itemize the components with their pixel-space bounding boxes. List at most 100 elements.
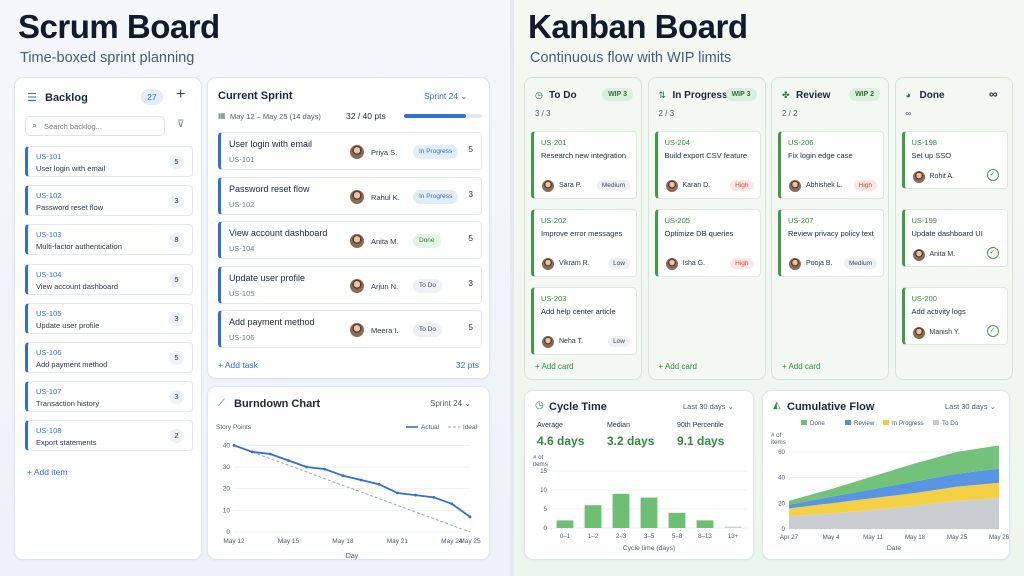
kanban-card[interactable]: US-205 Optimize DB queries Isha G. High	[654, 209, 761, 277]
column-count: 3 / 3	[535, 109, 551, 118]
wip-limit-badge: ∞	[988, 87, 998, 101]
backlog-item[interactable]: US-106 Add payment method 5	[25, 342, 193, 373]
histogram-bar	[584, 505, 602, 528]
data-point	[414, 493, 417, 497]
add-card-link[interactable]: + Add card	[782, 362, 821, 371]
status-badge[interactable]: Done	[413, 234, 441, 248]
kanban-card[interactable]: US-200 Add activity logs Manish Y. ✓	[901, 287, 1008, 345]
add-item-link[interactable]: + Add item	[27, 467, 68, 477]
cumulative-flow-title: Cumulative Flow	[787, 401, 875, 413]
backlog-item-id: US-108	[36, 426, 62, 436]
backlog-item[interactable]: US-101 User login with email 5	[25, 146, 193, 177]
cycle-selector[interactable]: Last 30 days ⌄	[683, 402, 734, 411]
assignee-name: Sara P.	[559, 182, 582, 189]
story-points-badge: 2	[169, 429, 184, 444]
column-count: 2 / 2	[782, 109, 798, 118]
burndown-selector[interactable]: Sprint 24 ⌄	[430, 399, 471, 408]
y-tick-label: 40	[223, 442, 231, 449]
kanban-card[interactable]: US-199 Update dashboard UI Anita M. ✓	[901, 209, 1008, 267]
stat-label: Median	[607, 422, 630, 429]
kanban-column-in-progress: ⇅ In Progress WIP 3 2 / 3 US-204 Build export…	[647, 77, 766, 380]
y-tick-label: 40	[778, 475, 785, 482]
backlog-item[interactable]: US-104 View account dashboard 5	[25, 263, 193, 295]
avatar	[349, 322, 365, 338]
x-tick-label: 5–8	[672, 533, 683, 540]
stat-value: 3.2 days	[607, 434, 655, 448]
sprint-progress-fill	[404, 114, 467, 118]
x-tick-label: May 12	[223, 538, 245, 545]
assignee-name: Priya S.	[371, 148, 398, 157]
kanban-card[interactable]: US-206 Fix login edge case Abhishek L. High	[778, 131, 884, 199]
backlog-search-box[interactable]: ⌕	[25, 116, 165, 136]
data-point	[305, 465, 309, 469]
status-badge[interactable]: To Do	[413, 323, 442, 337]
task-points: 3	[468, 278, 473, 288]
sprint-task[interactable]: View account dashboard US-104 Anita M. Done…	[218, 221, 482, 259]
kanban-card[interactable]: US-198 Set up SSO Rohit A. ✓	[901, 131, 1008, 189]
y-tick-label: 0	[782, 526, 786, 533]
kanban-card[interactable]: US-204 Build export CSV feature Karan D. Hi…	[654, 131, 761, 199]
sprint-panel: Current Sprint Sprint 24 ⌄ ▦ May 12 – Ma…	[207, 77, 490, 379]
status-badge[interactable]: In Progress	[413, 189, 459, 204]
backlog-item[interactable]: US-108 Export statements 2	[25, 420, 193, 452]
sprint-task[interactable]: Update user profile US-105 Arjun N. To Do 3	[218, 265, 482, 304]
backlog-item-id: US-105	[36, 308, 62, 318]
kanban-card[interactable]: US-202 Improve error messages Vikram R. Low	[531, 209, 637, 277]
status-badge[interactable]: To Do	[413, 278, 442, 293]
kanban-card[interactable]: US-207 Review privacy policy text Pooja B.…	[778, 209, 884, 277]
add-task-link[interactable]: + Add task	[218, 360, 258, 370]
y-axis-label: # of items	[533, 455, 548, 468]
y-tick-label: 20	[778, 500, 785, 507]
status-badge[interactable]: In Progress	[413, 145, 459, 159]
sprint-selector[interactable]: Sprint 24 ⌄	[424, 91, 468, 102]
legend-label-actual: Actual	[421, 424, 440, 431]
add-card-link[interactable]: + Add card	[658, 362, 697, 371]
avatar	[541, 335, 555, 349]
backlog-item-title: Transaction history	[36, 399, 100, 409]
task-id: US-101	[229, 155, 255, 164]
avatar	[911, 170, 926, 184]
kanban-card[interactable]: US-201 Research new integration Sara P. Med…	[531, 131, 637, 199]
backlog-item-title: User login with email	[36, 164, 106, 173]
filter-icon[interactable]: ⊽	[177, 119, 185, 130]
x-tick-label: May 11	[863, 534, 883, 541]
priority-badge: High	[730, 180, 754, 191]
legend-label: Review	[854, 420, 875, 427]
sprint-task[interactable]: Add payment method US-106 Meera I. To Do 5	[218, 310, 482, 348]
backlog-count-badge: 27	[141, 89, 163, 105]
backlog-item[interactable]: US-105 Update user profile 3	[25, 302, 193, 334]
x-tick-label: May 21	[387, 538, 409, 545]
backlog-search-input[interactable]	[44, 120, 160, 133]
add-icon[interactable]: +	[176, 86, 186, 103]
card-id: US-199	[911, 216, 937, 225]
avatar	[541, 257, 555, 271]
card-id: US-205	[664, 216, 690, 225]
sprint-task[interactable]: User login with email US-101 Priya S. In Pr…	[218, 132, 482, 170]
x-tick-label: 8–13	[698, 533, 712, 540]
divider	[510, 0, 514, 576]
area-in-progress	[789, 482, 999, 517]
kanban-column-to-do: ◷ To Do WIP 3 3 / 3 US-201 Research new integ…	[524, 77, 642, 380]
backlog-item[interactable]: US-102 Password reset flow 3	[25, 185, 193, 217]
assignee-name: Neha T.	[559, 338, 583, 345]
sprint-task[interactable]: Password reset flow US-102 Rahul K. In Prog…	[218, 176, 482, 215]
card-id: US-203	[541, 294, 567, 303]
cfd-selector[interactable]: Last 30 days ⌄	[945, 402, 996, 411]
backlog-item[interactable]: US-103 Multi-factor authentication 8	[25, 224, 193, 256]
backlog-item-id: US-102	[36, 191, 62, 201]
x-tick-label: 1–2	[588, 533, 599, 540]
avatar	[911, 326, 926, 340]
burndown-title: Burndown Chart	[234, 398, 321, 410]
x-tick-label: May 18	[905, 534, 926, 541]
backlog-item[interactable]: US-107 Transaction history 3	[25, 381, 193, 413]
add-card-link[interactable]: + Add card	[535, 362, 574, 371]
x-tick-label: May 4	[823, 534, 840, 541]
kanban-card[interactable]: US-203 Add help center article Neha T. Low	[531, 287, 637, 355]
cumulative-flow-chart: Done Review In Progress To Do # of items 0 20 40…	[771, 420, 1010, 552]
sprint-points: 32 / 40 pts	[346, 111, 386, 121]
assignee-name: Isha G.	[682, 260, 706, 267]
avatar	[664, 257, 679, 271]
avatar	[349, 188, 365, 205]
legend-swatch	[933, 420, 939, 425]
data-point	[287, 459, 290, 462]
